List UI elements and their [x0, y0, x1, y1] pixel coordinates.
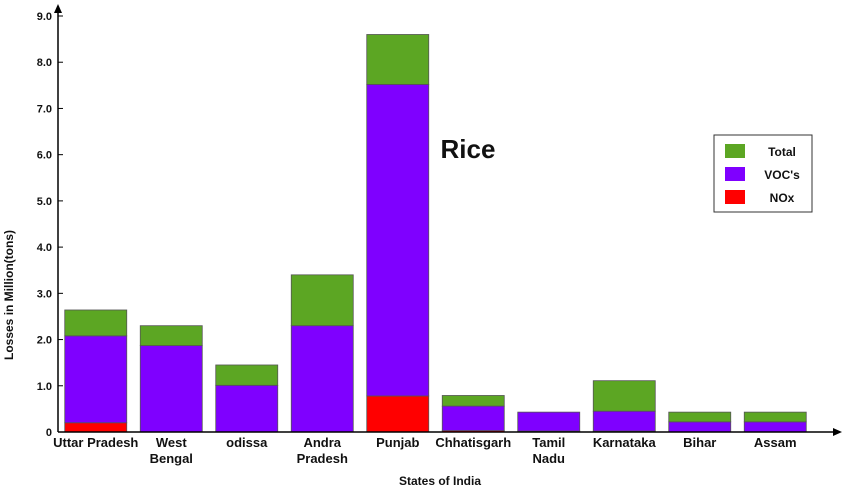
legend-swatch: [725, 144, 745, 158]
y-tick-label: 6.0: [37, 150, 52, 162]
y-tick-label: 9.0: [37, 11, 52, 23]
y-tick-label: 0: [46, 427, 52, 439]
y-tick-label: 4.0: [37, 242, 52, 254]
x-category-label: Andra: [303, 435, 341, 450]
legend-label: NOx: [770, 191, 795, 205]
y-tick-label: 1.0: [37, 381, 52, 393]
bar-segment-total: [668, 411, 732, 423]
x-axis-title: States of India: [399, 474, 481, 488]
bar-segment-voc-s: [139, 345, 203, 433]
legend-label: VOC's: [764, 168, 800, 182]
x-category-label: Tamil: [532, 435, 565, 450]
bar-segment-voc-s: [668, 421, 732, 433]
x-category-label: West: [156, 435, 187, 450]
y-tick-label: 7.0: [37, 103, 52, 115]
x-category-label: odissa: [226, 435, 268, 450]
bar-segment-voc-s: [366, 84, 430, 397]
bar-segment-voc-s: [441, 405, 505, 432]
bar-segment-total: [366, 34, 430, 85]
legend-swatch: [725, 190, 745, 204]
bar-segment-total: [290, 274, 354, 327]
x-category-label: Punjab: [376, 435, 419, 450]
bar-segment-voc-s: [517, 411, 581, 432]
x-category-label: Bihar: [683, 435, 716, 450]
chart-title: Rice: [441, 134, 496, 164]
legend-label: Total: [768, 145, 796, 159]
bar-segment-total: [441, 395, 505, 407]
bar-segment-total: [215, 364, 279, 386]
bar-segment-total: [139, 325, 203, 346]
x-category-label: Pradesh: [297, 451, 348, 466]
x-category-label: Chhatisgarh: [435, 435, 511, 450]
x-category-label: Bengal: [150, 451, 193, 466]
y-tick-label: 8.0: [37, 57, 52, 69]
legend-swatch: [725, 167, 745, 181]
bar-segment-nox: [64, 422, 128, 433]
bar-segment-voc-s: [64, 335, 128, 424]
bar-segment-voc-s: [290, 325, 354, 433]
y-axis-title: Losses in Million(tons): [2, 230, 16, 360]
x-category-label: Karnataka: [593, 435, 657, 450]
bar-segment-voc-s: [592, 410, 656, 432]
bar-segment-total: [64, 309, 128, 337]
bar-segment-voc-s: [215, 384, 279, 433]
bar-segment-total: [743, 411, 807, 423]
y-tick-label: 5.0: [37, 196, 52, 208]
bar-segment-voc-s: [743, 421, 807, 433]
x-category-label: Uttar Pradesh: [53, 435, 138, 450]
bar-segment-total: [592, 380, 656, 412]
y-tick-label: 3.0: [37, 288, 52, 300]
bars-layer: [64, 34, 807, 433]
x-category-label: Assam: [754, 435, 797, 450]
y-ticks: 0 1.0 2.0 3.0 4.0 5.0 6.0 7.0 8.0 9.0: [37, 11, 63, 439]
legend: Total VOC's NOx: [713, 134, 813, 213]
bar-segment-nox: [366, 395, 430, 433]
y-tick-label: 2.0: [37, 335, 52, 347]
x-category-label: Nadu: [533, 451, 566, 466]
